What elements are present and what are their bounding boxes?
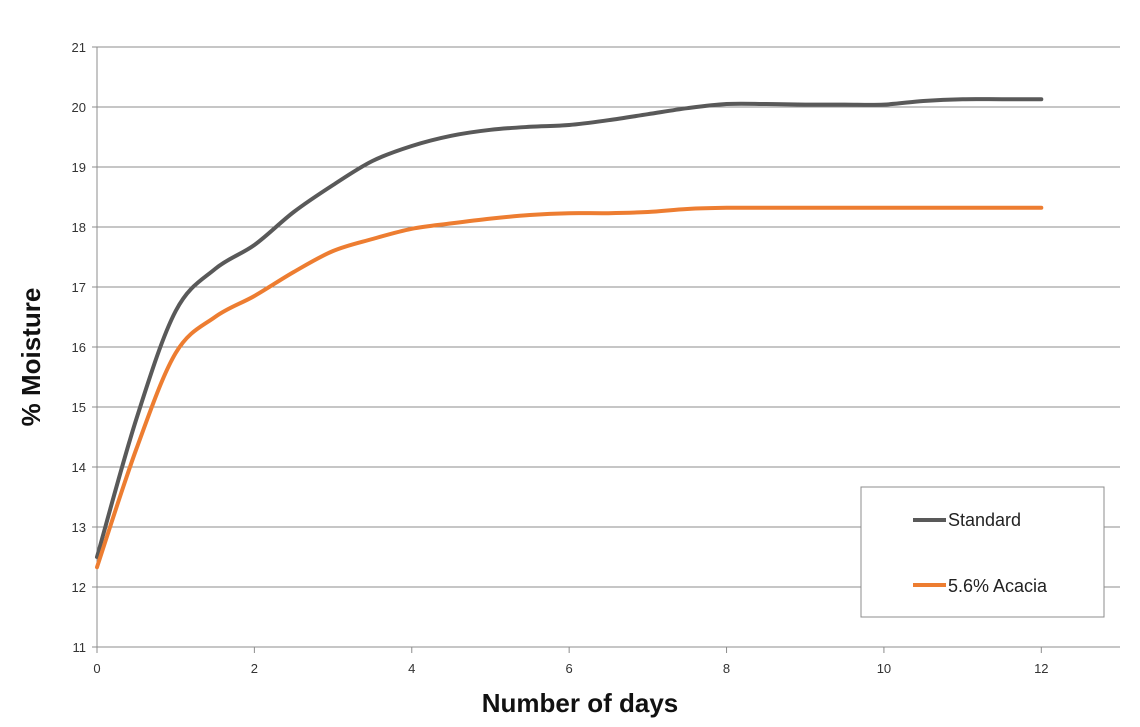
x-tick-label-12: 12 [1034, 661, 1048, 676]
y-tick-label-15: 15 [72, 400, 86, 415]
y-axis-title: % Moisture [16, 288, 46, 427]
legend: Standard 5.6% Acacia [860, 486, 1105, 618]
tick-labels: 11 12 13 14 15 16 17 18 19 20 21 0 2 4 6 8 10 12 [72, 40, 1049, 676]
y-tick-label-19: 19 [72, 160, 86, 175]
y-tick-label-21: 21 [72, 40, 86, 55]
axes [92, 46, 1120, 653]
x-axis-title: Number of days [482, 688, 679, 718]
legend-box [860, 486, 1105, 618]
series-lines [95, 97, 1044, 570]
x-tick-label-6: 6 [566, 661, 573, 676]
y-tick-label-12: 12 [72, 580, 86, 595]
x-tick-label-4: 4 [408, 661, 415, 676]
y-tick-label-13: 13 [72, 520, 86, 535]
series-line-standard [95, 97, 1044, 559]
legend-label-acacia: 5.6% Acacia [948, 576, 1048, 596]
x-tick-label-0: 0 [93, 661, 100, 676]
y-tick-label-11: 11 [73, 640, 87, 655]
x-tick-label-2: 2 [251, 661, 258, 676]
y-tick-label-17: 17 [72, 280, 86, 295]
x-tick-label-10: 10 [877, 661, 891, 676]
x-tick-label-8: 8 [723, 661, 730, 676]
legend-label-standard: Standard [948, 510, 1021, 530]
series-line-acacia [95, 205, 1044, 570]
y-tick-label-14: 14 [72, 460, 86, 475]
y-tick-label-20: 20 [72, 100, 86, 115]
y-tick-label-16: 16 [72, 340, 86, 355]
y-tick-label-18: 18 [72, 220, 86, 235]
